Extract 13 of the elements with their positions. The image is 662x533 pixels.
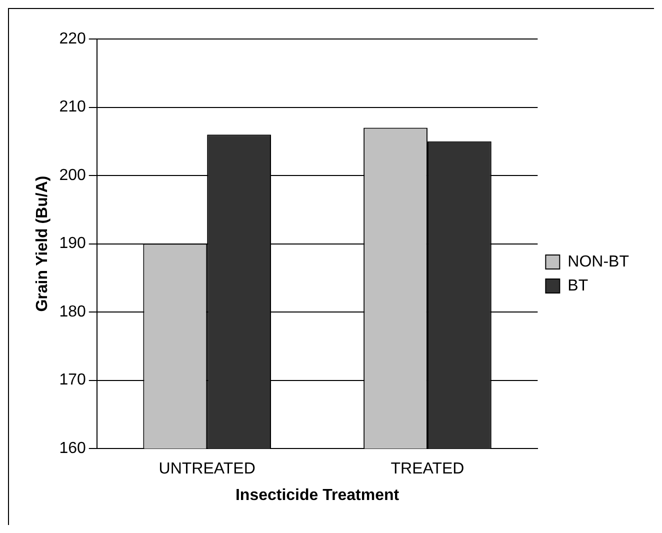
y-tick-label: 180 xyxy=(59,303,86,320)
legend-label: BT xyxy=(568,277,588,294)
y-tick-label: 160 xyxy=(59,440,86,458)
y-axis-title: Grain Yield (Bu/A) xyxy=(34,176,52,312)
y-tick-label: 200 xyxy=(59,166,86,184)
x-axis-title: Insecticide Treatment xyxy=(235,486,400,504)
legend-label: NON-BT xyxy=(568,253,630,270)
y-tick-label: 210 xyxy=(59,98,86,116)
x-tick-label: TREATED xyxy=(390,460,464,478)
x-tick-label: UNTREATED xyxy=(158,460,256,478)
y-tick-label: 170 xyxy=(59,372,86,389)
y-tick-label: 190 xyxy=(59,235,86,252)
y-tick-label: 220 xyxy=(59,30,86,48)
